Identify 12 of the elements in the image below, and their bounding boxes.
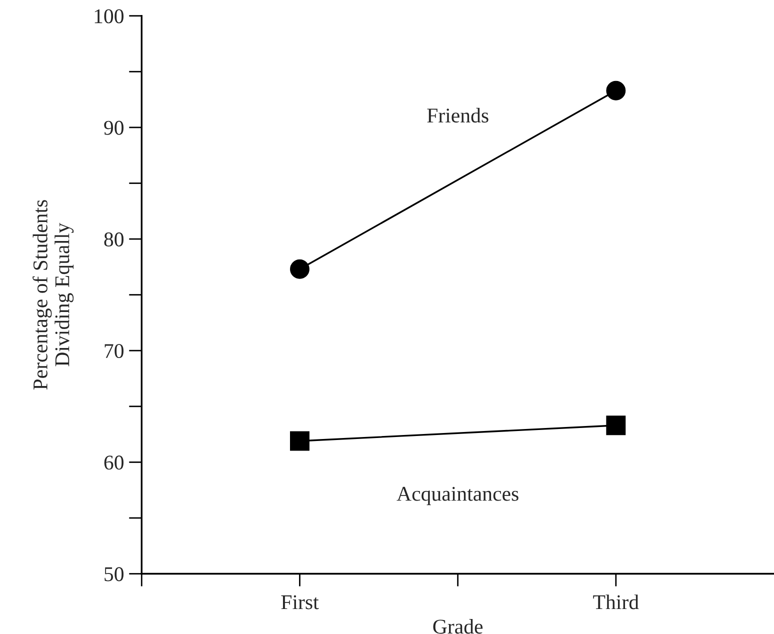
y-tick-label: 90 [104,120,124,135]
y-axis-title: Percentage of Students Dividing Equally [32,200,74,390]
x-tick-label: Third [593,594,639,610]
x-tick-label: First [281,595,319,610]
y-tick-label: 60 [104,456,124,470]
y-tick-label: 80 [104,232,124,246]
series-label: Friends [427,108,488,123]
x-axis-title: Grade [433,619,483,634]
y-tick-label: 70 [104,344,124,358]
y-tick-label: 100 [94,9,124,24]
text: Acquaintances [396,486,518,506]
y-tick-label: 50 [104,567,124,582]
